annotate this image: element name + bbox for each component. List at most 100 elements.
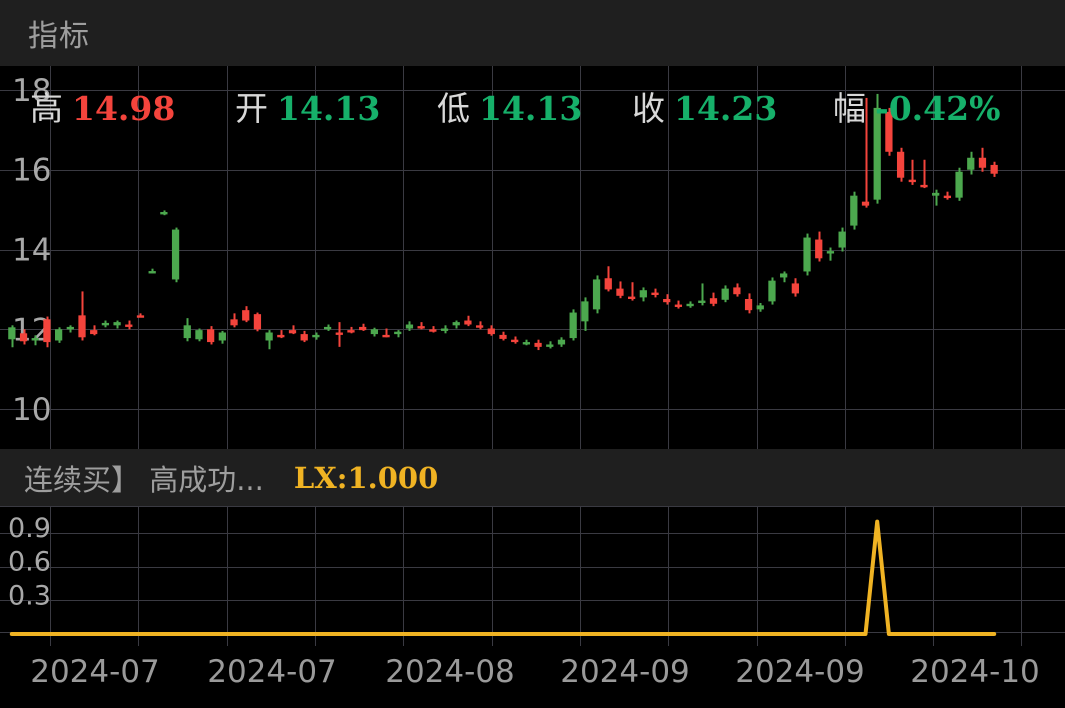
candle [990, 161, 998, 177]
candle [815, 231, 823, 262]
candle [733, 283, 741, 297]
sub-y-axis-label: 0.9 [8, 513, 51, 544]
candle [160, 210, 168, 216]
sub-indicator-value: LX:1.000 [293, 460, 439, 495]
candle [323, 324, 332, 331]
candle [90, 325, 98, 336]
candle [136, 313, 145, 318]
candle [499, 331, 507, 341]
candle [920, 159, 928, 189]
candle [8, 325, 16, 348]
candle [54, 327, 63, 343]
candle [651, 288, 659, 298]
candle [464, 315, 472, 327]
candle [359, 323, 367, 331]
candle [534, 339, 542, 351]
candle [616, 281, 624, 299]
candle [826, 247, 835, 261]
y-axis-label: 18 [12, 73, 51, 109]
x-axis-tick: 2024-07 [207, 654, 337, 690]
lx-line-chart: 0.90.60.3 [0, 506, 1065, 646]
sub-indicator-title-bar[interactable]: 连续买】 高成功... LX:1.000 [0, 449, 1065, 506]
candle [288, 325, 297, 335]
candle [838, 227, 846, 252]
candle [452, 320, 460, 329]
candle [908, 159, 916, 185]
candle [66, 325, 74, 333]
candle [101, 320, 110, 328]
candle [967, 151, 975, 175]
candle [253, 312, 262, 332]
candle [183, 318, 191, 342]
candle [218, 330, 226, 344]
candle [885, 107, 893, 156]
sub-y-axis-label: 0.3 [8, 580, 51, 611]
candle [230, 313, 238, 328]
candle [265, 330, 273, 350]
sub-indicator-panel[interactable]: 0.9 0.6 0.3 [0, 506, 1065, 646]
candle [896, 147, 905, 182]
candle [382, 328, 390, 338]
sub-y-axis-label: 0.6 [8, 547, 51, 578]
x-axis-tick: 2024-09 [560, 654, 690, 690]
candle [628, 282, 636, 301]
candle [955, 167, 963, 201]
candle [557, 337, 566, 347]
candle [300, 330, 308, 343]
candle [347, 326, 355, 334]
candle [242, 306, 250, 323]
candle [698, 283, 706, 306]
candle [978, 147, 987, 172]
x-axis-tick: 2024-09 [735, 654, 865, 690]
candle [394, 330, 402, 338]
x-axis-tick: 2024-10 [910, 654, 1040, 690]
candle [207, 326, 215, 345]
y-axis-label: 10 [12, 392, 51, 428]
candle [663, 294, 671, 305]
candle [639, 287, 647, 302]
candle [674, 300, 683, 309]
candle [43, 316, 51, 348]
candle [440, 325, 449, 334]
candle [277, 330, 285, 339]
page-title: 指标 [28, 19, 90, 54]
candle [31, 335, 39, 346]
candle [721, 285, 729, 303]
candle [19, 329, 28, 345]
x-axis-tick: 2024-07 [30, 654, 160, 690]
candle [569, 309, 577, 341]
candle [78, 291, 86, 341]
candle [125, 320, 133, 330]
candle [943, 191, 952, 200]
candle [511, 336, 519, 344]
candle [475, 321, 484, 330]
candle [604, 266, 612, 292]
candle [522, 339, 531, 346]
candle [405, 321, 414, 331]
candle [487, 325, 495, 336]
candle [780, 271, 788, 283]
candle [312, 332, 320, 340]
price-chart-panel[interactable]: 18 16 14 12 10 [0, 66, 1065, 449]
candle [370, 327, 378, 337]
candle [171, 227, 180, 283]
candle [195, 328, 203, 342]
candle [744, 293, 753, 314]
candle [417, 322, 425, 330]
candle [709, 292, 718, 307]
candle [932, 189, 940, 206]
candle [581, 297, 589, 331]
indicator-title-bar[interactable]: 指标 [0, 0, 1065, 66]
candle [148, 268, 156, 274]
y-axis-label: 16 [12, 153, 51, 189]
candle [791, 278, 799, 297]
candle [113, 320, 121, 329]
candle [803, 233, 811, 276]
candle [592, 275, 601, 314]
candle [873, 93, 881, 204]
candle [335, 322, 343, 347]
candle [546, 341, 554, 349]
candle [686, 301, 694, 308]
candle [429, 326, 437, 333]
